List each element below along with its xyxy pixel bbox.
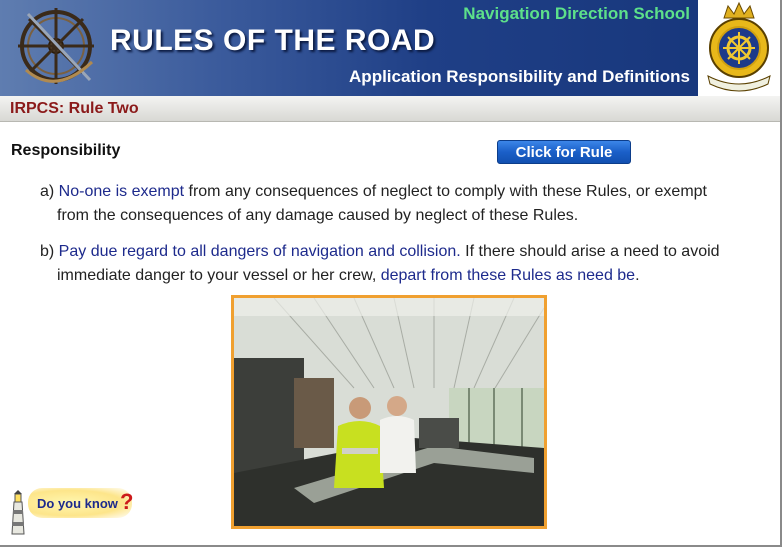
app-title: RULES OF THE ROAD — [110, 24, 436, 57]
para-b-prefix: b) — [40, 243, 59, 260]
section-heading: Responsibility — [11, 142, 121, 159]
para-a-highlight: No-one is exempt — [58, 183, 185, 200]
para-b-line1: If there should arise a need to avoid — [460, 243, 720, 260]
navy-crest-icon — [707, 1, 771, 92]
para-b-line2-end: . — [635, 267, 640, 284]
rule-title: IRPCS: Rule Two — [10, 100, 139, 117]
paragraph-a: a) No-one is exempt from any consequence… — [40, 180, 740, 228]
question-mark-icon: ? — [120, 489, 134, 514]
header-banner: RULES OF THE ROAD Navigation Direction S… — [0, 0, 780, 96]
click-for-rule-button[interactable]: Click for Rule — [497, 140, 631, 164]
para-b-line2-wrap: immediate danger to your vessel or her c… — [40, 264, 740, 288]
ship-bridge-illustration — [234, 298, 544, 526]
para-b-line2-start: immediate danger to your vessel or her c… — [57, 267, 381, 284]
crest-container — [698, 0, 780, 96]
page-subtitle: Application Responsibility and Definitio… — [349, 67, 690, 86]
bridge-photo — [231, 295, 547, 529]
did-you-know-bubble — [28, 488, 132, 518]
did-you-know-button[interactable]: Do you know ? — [8, 488, 134, 536]
para-a-prefix: a) — [40, 183, 59, 200]
rule-bar: IRPCS: Rule Two — [0, 96, 780, 122]
para-b-highlight-1: Pay due regard to all dangers of navigat… — [58, 243, 461, 260]
para-a-line1: from any consequences of neglect to comp… — [184, 183, 708, 200]
school-name: Navigation Direction School — [463, 4, 690, 23]
lighthouse-icon — [11, 490, 25, 535]
para-a-line2: from the consequences of any damage caus… — [57, 207, 579, 224]
paragraph-b: b) Pay due regard to all dangers of navi… — [40, 240, 740, 288]
para-b-highlight-2: depart from these Rules as need be — [380, 267, 636, 284]
did-you-know-label: Do you know — [37, 496, 118, 511]
ship-wheel-sextant-icon — [18, 8, 94, 84]
